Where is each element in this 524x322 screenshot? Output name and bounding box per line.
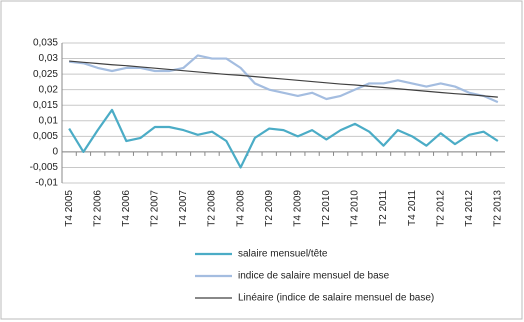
x-tick-label: T4 2011 [407, 190, 418, 226]
x-tick-label: T2 2010 [321, 190, 332, 227]
x-tick-label: T2 2006 [92, 190, 103, 227]
y-tick-label: 0,03 [39, 53, 59, 64]
x-tick-label: T2 2009 [264, 190, 275, 227]
x-tick-label: T4 2006 [121, 190, 132, 227]
y-tick-label: -0,005 [30, 162, 59, 173]
x-tick-label: T2 2011 [378, 190, 389, 226]
y-tick-label: 0,005 [33, 131, 58, 142]
series-line [68, 108, 499, 169]
x-tick-label: T2 2008 [207, 190, 218, 227]
x-tick-label: T4 2008 [235, 190, 246, 227]
x-tick-label: T2 2013 [492, 190, 503, 227]
x-tick-label: T2 2012 [435, 190, 446, 227]
y-tick-label: 0,025 [33, 69, 58, 80]
y-tick-label: 0,01 [39, 115, 59, 126]
y-tick-label: 0,015 [33, 100, 58, 111]
x-tick-label: T4 2009 [292, 190, 303, 227]
x-tick-label: T4 2010 [350, 190, 361, 227]
y-tick-label: 0 [52, 147, 58, 158]
series-line [69, 60, 498, 98]
y-tick-label: 0,02 [39, 84, 59, 95]
x-tick-label: T4 2007 [178, 190, 189, 227]
legend-label: indice de salaire mensuel de base [238, 271, 390, 282]
y-tick-label: -0,01 [35, 178, 58, 189]
x-tick-label: T2 2007 [150, 190, 161, 227]
series-line [69, 54, 499, 104]
legend-label: Linéaire (indice de salaire mensuel de b… [238, 293, 434, 304]
x-tick-label: T4 2005 [64, 190, 75, 227]
x-tick-label: T4 2012 [464, 190, 475, 227]
y-tick-label: 0,035 [33, 38, 58, 49]
legend-label: salaire mensuel/tête [238, 249, 328, 260]
